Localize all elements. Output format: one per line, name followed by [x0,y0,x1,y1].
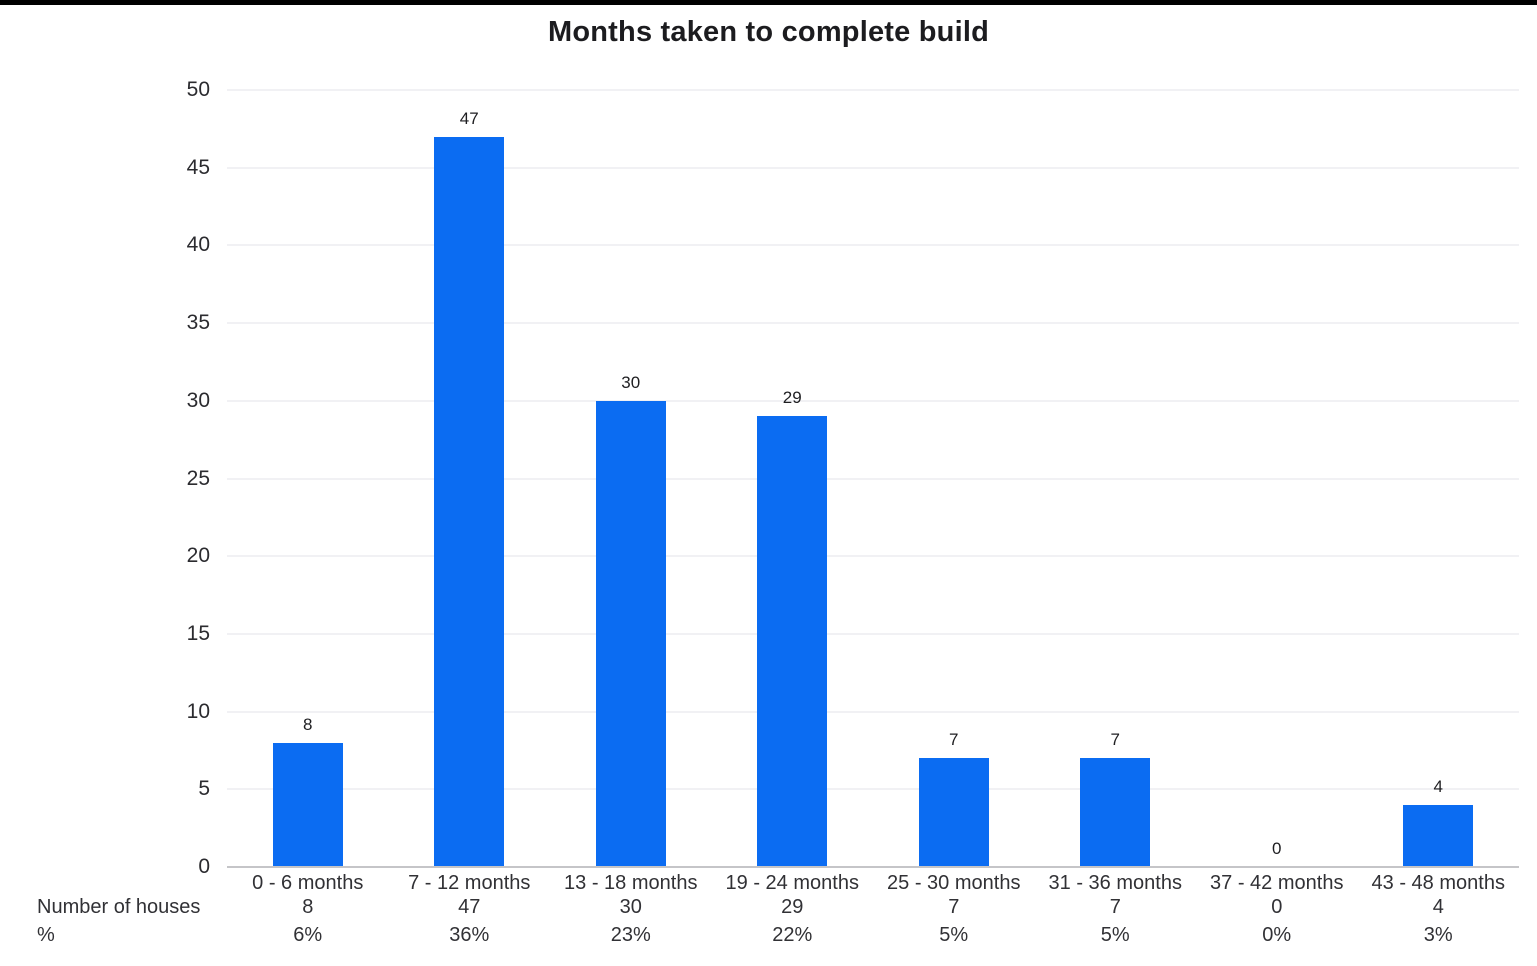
bar-value-label: 7 [1110,730,1120,750]
y-tick-label: 35 [186,311,210,335]
table-cell-number-of-houses: 7 [948,896,960,918]
y-tick-label: 5 [198,777,210,801]
table-cell-percent: 22% [772,924,813,946]
bar-value-label: 4 [1433,776,1443,796]
table-cell-percent: 23% [610,924,651,946]
y-tick-label: 40 [186,233,210,257]
table-cell-number-of-houses: 7 [1109,896,1121,918]
table-cell-percent: 5% [939,924,969,946]
gridline [227,632,1519,635]
x-axis-label: 25 - 30 months [887,872,1021,894]
y-tick-label: 15 [186,621,210,645]
x-axis-label: 13 - 18 months [564,872,698,894]
bar-value-label: 8 [303,714,313,734]
bar [595,400,666,867]
plot-area: 8 47 30 29 7 7 0 4 [227,89,1519,868]
gridline [227,322,1519,325]
y-tick-label: 0 [198,855,210,878]
gridline [227,166,1519,169]
y-tick-label: 25 [186,466,210,490]
table-cell-percent: 0% [1262,924,1292,946]
bar [434,136,505,867]
bar-value-label: 0 [1272,839,1282,858]
y-tick-label: 50 [186,78,210,101]
bar-value-label: 29 [782,388,802,408]
y-tick-label: 20 [186,544,210,568]
bar [272,742,343,867]
table-cell-number-of-houses: 8 [302,896,314,918]
bar-value-label: 7 [949,730,959,750]
table-cell-number-of-houses: 29 [781,896,804,918]
gridline [227,710,1519,713]
gridline [227,555,1519,558]
bar [1080,758,1151,867]
table-cell-percent: 3% [1423,924,1453,946]
table-cell-number-of-houses: 0 [1271,896,1283,918]
bar-value-label: 47 [459,108,479,128]
bar [1403,804,1474,867]
x-axis-label: 19 - 24 months [725,872,859,894]
window-edge [0,0,1537,5]
x-axis-label: 31 - 36 months [1048,872,1182,894]
table-cell-percent: 6% [293,924,323,946]
y-tick-label: 10 [186,699,210,723]
y-tick-label: 30 [186,388,210,412]
bar [918,758,989,867]
x-axis-label: 43 - 48 months [1371,872,1505,894]
bar-value-label: 30 [621,372,641,392]
x-axis-line [227,866,1519,868]
table-row-label-percent: % [37,924,55,946]
gridline [227,89,1519,91]
table-cell-number-of-houses: 30 [619,896,642,918]
chart-title: Months taken to complete build [547,16,989,48]
gridline [227,244,1519,247]
gridline [227,477,1519,480]
table-row-label-number-of-houses: Number of houses [37,896,201,918]
x-axis-label: 0 - 6 months [252,872,364,894]
gridline [227,399,1519,402]
table-cell-number-of-houses: 4 [1432,896,1444,918]
table-cell-number-of-houses: 47 [458,896,481,918]
table-cell-percent: 36% [449,924,490,946]
x-axis-label: 7 - 12 months [408,872,531,894]
bar [757,416,828,867]
x-axis-label: 37 - 42 months [1210,872,1344,894]
table-cell-percent: 5% [1100,924,1130,946]
gridline [227,788,1519,791]
y-tick-label: 45 [186,155,210,179]
